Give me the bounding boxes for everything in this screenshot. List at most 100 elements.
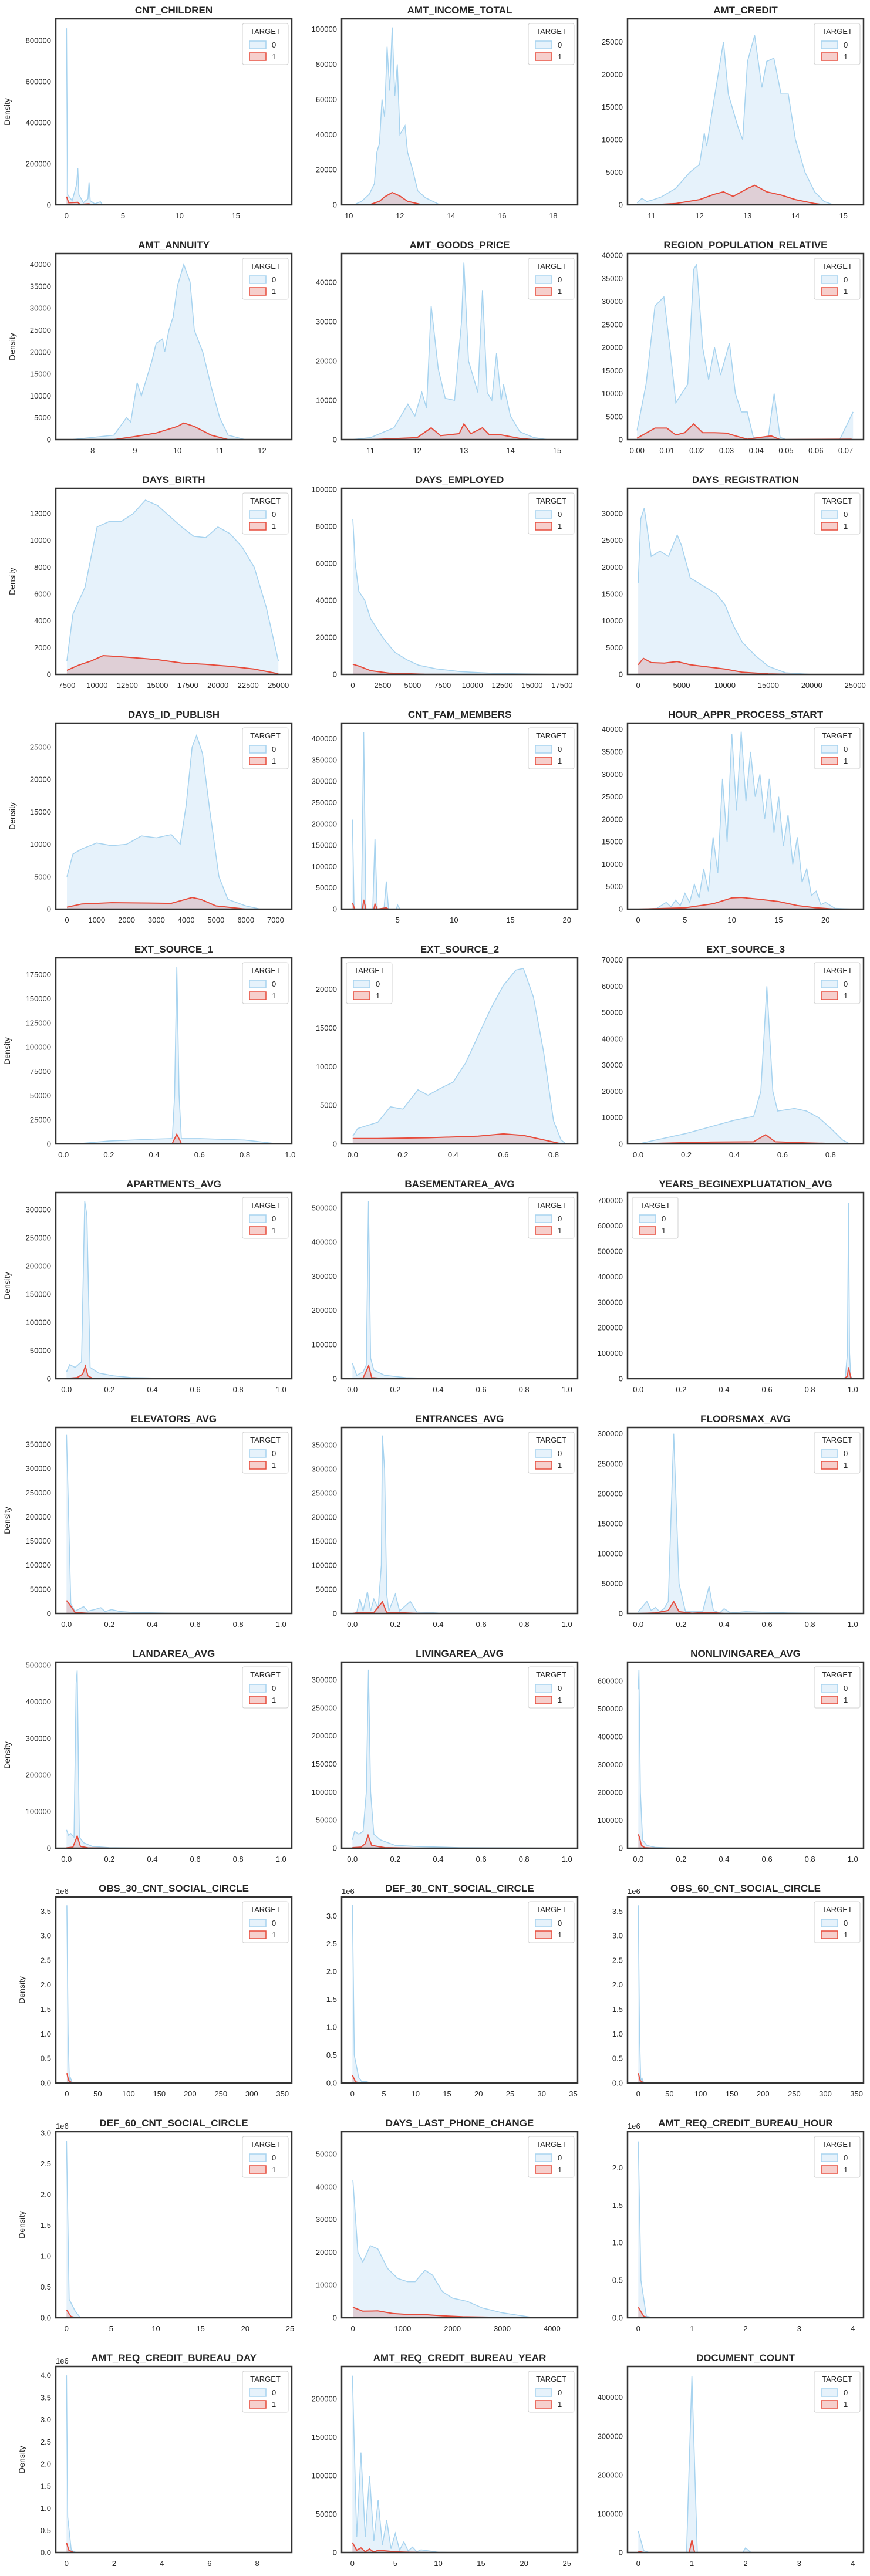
y-tick-label: 25000: [30, 326, 51, 335]
axes-frame: [626, 1426, 865, 1615]
x-tick-label: 12: [695, 211, 703, 220]
legend-label: 0: [558, 2388, 562, 2397]
axes-frame: [55, 722, 293, 910]
legend-label: 1: [844, 1930, 848, 1939]
x-tick-label: 0.8: [519, 1855, 530, 1863]
legend-title: TARGET: [822, 2140, 852, 2149]
legend-label: 0: [272, 2153, 276, 2162]
legend-label: 1: [558, 1461, 562, 1470]
x-tick-label: 0.6: [762, 1855, 773, 1863]
x-tick-label: 12: [396, 211, 404, 220]
legend-label: 0: [272, 1919, 276, 1927]
legend-label: 0: [844, 2388, 848, 2397]
y-tick-label: 2000: [34, 643, 51, 652]
legend-label: 0: [844, 510, 848, 519]
subplot-title: LANDAREA_AVG: [133, 1648, 215, 1659]
legend-label: 1: [558, 757, 562, 765]
y-tick-label: 200000: [598, 1788, 623, 1797]
legend-label: 1: [558, 2400, 562, 2409]
kde-line-target-1: [352, 899, 389, 909]
density-area-target-1: [638, 2307, 649, 2318]
legend-swatch-0: [821, 1919, 838, 1927]
subplot-title: APARTMENTS_AVG: [126, 1179, 221, 1190]
subplot-ext-source-3: EXT_SOURCE_3 0.0 0.2 0.4 0.6 0.8 0 10000 20000 30…: [602, 944, 865, 1159]
legend-label: 1: [662, 1226, 666, 1235]
legend-title: TARGET: [822, 27, 852, 36]
x-tick-label: 10: [727, 916, 736, 924]
legend-label: 0: [272, 510, 276, 519]
subplot-title: HOUR_APPR_PROCESS_START: [668, 709, 824, 720]
density-area-target-1: [352, 2075, 365, 2083]
legend-title: TARGET: [250, 731, 281, 740]
y-tick-label: 20000: [602, 563, 623, 572]
legend: TARGET 0 1: [814, 1901, 861, 1943]
x-tick-label: 3: [797, 2324, 801, 2333]
y-tick-label: 175000: [26, 970, 51, 979]
legend-label: 1: [844, 52, 848, 61]
legend-title: TARGET: [822, 1436, 852, 1444]
legend-label: 0: [844, 1684, 848, 1693]
y-tick-label: 25000: [30, 1115, 51, 1124]
y-tick-label: 30000: [602, 297, 623, 306]
legend-swatch-0: [821, 40, 838, 49]
legend-swatch-0: [535, 1214, 552, 1223]
kde-line-target-1: [113, 422, 228, 440]
y-tick-label: 2.5: [326, 1939, 337, 1948]
subplot-years-beginexpluatation-avg: YEARS_BEGINEXPLUATATION_AVG 0.0 0.2 0.4 0.6 0…: [598, 1179, 865, 1394]
legend-label: 0: [558, 1919, 562, 1927]
y-tick-label: 10000: [602, 1113, 623, 1122]
y-tick-label: 0.5: [612, 2276, 623, 2285]
kde-line-target-0: [66, 28, 281, 205]
y-offset-text: 1e6: [628, 1887, 640, 1896]
subplot-title: EXT_SOURCE_3: [706, 944, 785, 955]
y-tick-label: 10000: [602, 616, 623, 625]
y-tick-label: 300000: [598, 1760, 623, 1769]
kde-line-target-0: [66, 734, 261, 909]
y-tick-label: 20000: [602, 343, 623, 352]
kde-line-target-1: [638, 1367, 854, 1379]
y-tick-label: 100000: [26, 1043, 51, 1052]
x-tick-label: 0.4: [719, 1855, 729, 1863]
x-tick-label: 16: [498, 211, 506, 220]
legend-title: TARGET: [250, 1905, 281, 1914]
y-tick-label: 30000: [316, 2215, 337, 2224]
subplot-title: ENTRANCES_AVG: [416, 1413, 504, 1424]
y-tick-label: 0: [47, 905, 51, 914]
y-tick-label: 3.0: [41, 2129, 51, 2138]
x-tick-label: 0: [636, 2324, 640, 2333]
y-tick-label: 200000: [312, 1513, 337, 1522]
density-area-target-1: [353, 664, 461, 674]
legend-swatch-1: [821, 1696, 838, 1704]
x-tick-label: 0.8: [548, 1150, 559, 1159]
x-tick-label: 0: [636, 2089, 640, 2098]
x-tick-label: 0.4: [149, 1150, 160, 1159]
kde-line-target-0: [638, 731, 854, 909]
axes-frame: [340, 957, 579, 1145]
x-tick-label: 0.0: [347, 1855, 358, 1863]
y-tick-label: 0: [619, 1375, 623, 1383]
legend-swatch-0: [821, 2388, 838, 2397]
legend-swatch-1: [249, 1696, 267, 1704]
y-offset-text: 1e6: [56, 2122, 69, 2131]
y-tick-label: 50000: [316, 883, 337, 892]
x-tick-label: 0: [65, 2324, 69, 2333]
y-tick-label: 35000: [602, 748, 623, 757]
y-tick-label: 70000: [602, 956, 623, 964]
y-tick-label: 30000: [602, 509, 623, 518]
y-tick-label: 400000: [598, 1272, 623, 1281]
y-tick-label: 400000: [598, 1733, 623, 1741]
legend-title: TARGET: [250, 1201, 281, 1210]
y-tick-label: 10000: [602, 389, 623, 398]
legend-swatch-1: [821, 2400, 838, 2409]
legend-swatch-1: [821, 991, 838, 1000]
legend-label: 1: [272, 1930, 276, 1939]
y-tick-label: 20000: [316, 985, 337, 994]
x-tick-label: 0.03: [719, 446, 734, 455]
legend-label: 0: [558, 745, 562, 754]
y-tick-label: 60000: [316, 95, 337, 104]
axes-frame: [626, 2365, 865, 2554]
x-tick-label: 0.2: [390, 1855, 400, 1863]
legend-label: 1: [844, 2400, 848, 2409]
x-tick-label: 0.6: [194, 1150, 205, 1159]
y-tick-label: 40000: [30, 260, 51, 269]
